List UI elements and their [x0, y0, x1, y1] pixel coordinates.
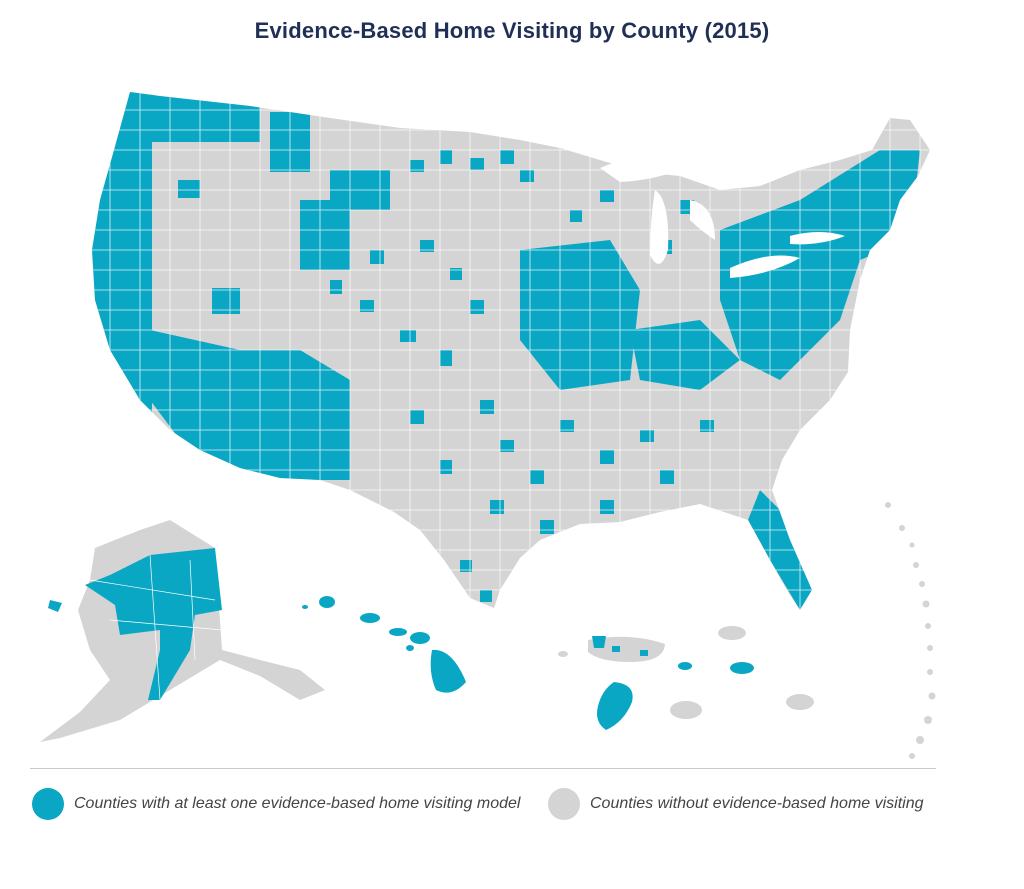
northern-mariana-islands-region — [885, 502, 936, 759]
legend-swatch-with-model — [32, 788, 64, 820]
county-cluster-kentucky — [630, 320, 740, 390]
legend-label-with-model: Counties with at least one evidence-base… — [74, 795, 521, 812]
us-virgin-islands-region — [678, 662, 754, 674]
map-title: Evidence-Based Home Visiting by County (… — [254, 18, 770, 43]
legend-divider — [30, 768, 936, 769]
county-map — [40, 92, 936, 759]
legend-item-without-model: Counties without evidence-based home vis… — [548, 786, 924, 822]
guam-region — [597, 682, 814, 730]
county-cluster-missouri — [520, 240, 640, 390]
alaska-region — [40, 520, 325, 742]
puerto-rico-region — [558, 626, 746, 662]
legend-label-without-model: Counties without evidence-based home vis… — [590, 795, 924, 812]
hawaii-region — [302, 596, 466, 693]
great-lakes — [600, 158, 845, 278]
county-cluster-washington — [150, 92, 260, 142]
county-cluster-wyoming — [300, 200, 350, 270]
legend-swatch-without-model — [548, 788, 580, 820]
legend-item-with-model: Counties with at least one evidence-base… — [32, 786, 520, 822]
